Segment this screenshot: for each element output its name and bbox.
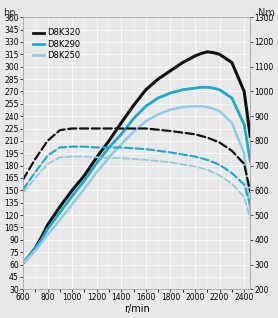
X-axis label: r/min: r/min bbox=[124, 304, 150, 314]
Text: hp: hp bbox=[3, 8, 15, 18]
Legend: D8K320, D8K290, D8K250: D8K320, D8K290, D8K250 bbox=[32, 27, 82, 61]
Text: Nm: Nm bbox=[258, 8, 275, 18]
